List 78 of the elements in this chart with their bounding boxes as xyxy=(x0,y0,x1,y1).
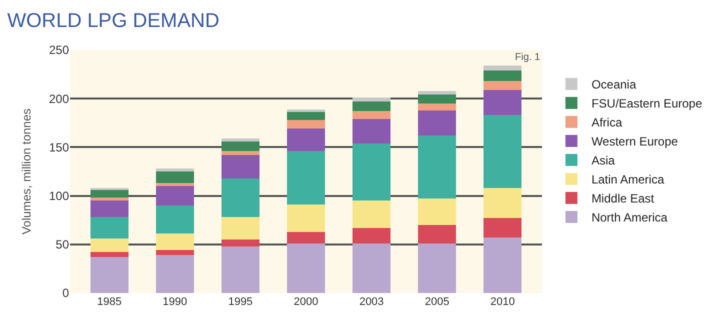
bar xyxy=(484,66,522,70)
bar xyxy=(286,120,326,129)
bar xyxy=(156,186,194,206)
legend-label: FSU/Eastern Europe xyxy=(591,96,702,111)
x-tick-label: 1995 xyxy=(228,296,253,308)
bar xyxy=(221,246,260,293)
y-tick-label: 150 xyxy=(48,140,70,154)
bar xyxy=(352,200,391,228)
bar xyxy=(221,217,260,240)
bar xyxy=(484,70,522,82)
legend-label: Western Europe xyxy=(591,134,678,149)
bar xyxy=(484,218,522,238)
bar xyxy=(352,98,391,102)
annotation: Fig. 1 xyxy=(515,52,540,63)
bar xyxy=(286,128,326,152)
bar xyxy=(418,94,456,104)
bar xyxy=(90,198,128,201)
bar xyxy=(418,110,456,136)
bar xyxy=(352,228,391,244)
bar xyxy=(418,243,456,293)
bar xyxy=(286,232,326,244)
bar xyxy=(90,217,128,239)
x-tick-label: 2005 xyxy=(424,296,450,308)
bar xyxy=(90,238,128,252)
bar xyxy=(221,141,260,152)
y-tick-label: 200 xyxy=(48,92,70,106)
bar xyxy=(286,204,326,232)
bar xyxy=(90,252,128,258)
x-tick-label: 2010 xyxy=(490,296,515,308)
bar xyxy=(352,143,391,201)
bar xyxy=(418,136,456,199)
bar xyxy=(90,200,128,218)
bar xyxy=(286,112,326,120)
bar xyxy=(418,198,456,225)
y-tick-label: 50 xyxy=(56,238,70,252)
bar xyxy=(286,151,326,205)
y-tick-label: 100 xyxy=(48,189,70,203)
bar xyxy=(418,90,456,95)
bar xyxy=(156,172,194,184)
bar xyxy=(352,119,391,144)
bar xyxy=(90,257,128,293)
bar xyxy=(286,243,326,293)
y-tick-label: 250 xyxy=(48,43,70,58)
bar xyxy=(418,103,456,110)
bar xyxy=(221,151,260,155)
legend-label: Latin America xyxy=(591,172,664,187)
bar xyxy=(352,102,391,112)
bar xyxy=(156,234,194,250)
bar xyxy=(484,115,522,188)
bar xyxy=(156,255,194,293)
chart-title: WORLD LPG DEMAND xyxy=(7,10,220,32)
legend-label: North America xyxy=(591,210,668,225)
x-tick-label: 1990 xyxy=(162,296,188,308)
bar xyxy=(484,238,522,293)
legend-label: Oceania xyxy=(591,78,636,92)
y-axis-title: Volumes, million tonnes xyxy=(19,108,34,235)
bar xyxy=(484,81,522,90)
bar xyxy=(221,178,260,218)
y-tick-label: 0 xyxy=(62,286,70,300)
bar xyxy=(221,138,260,142)
bar xyxy=(156,250,194,256)
bar xyxy=(484,188,522,218)
x-tick-label: 2003 xyxy=(359,296,384,308)
bar xyxy=(418,224,456,244)
bar xyxy=(484,90,522,116)
legend-label: Africa xyxy=(591,116,622,130)
legend-label: Asia xyxy=(591,154,616,168)
x-tick-label: 2000 xyxy=(294,296,318,308)
x-tick-label: 1985 xyxy=(97,296,122,308)
bar xyxy=(156,183,194,186)
bar xyxy=(156,168,194,172)
bar xyxy=(221,154,260,178)
legend-label: Middle East xyxy=(591,192,655,206)
bar xyxy=(352,243,391,293)
bar xyxy=(156,206,194,234)
bar xyxy=(352,111,391,120)
bar xyxy=(90,190,128,198)
bar xyxy=(221,240,260,246)
